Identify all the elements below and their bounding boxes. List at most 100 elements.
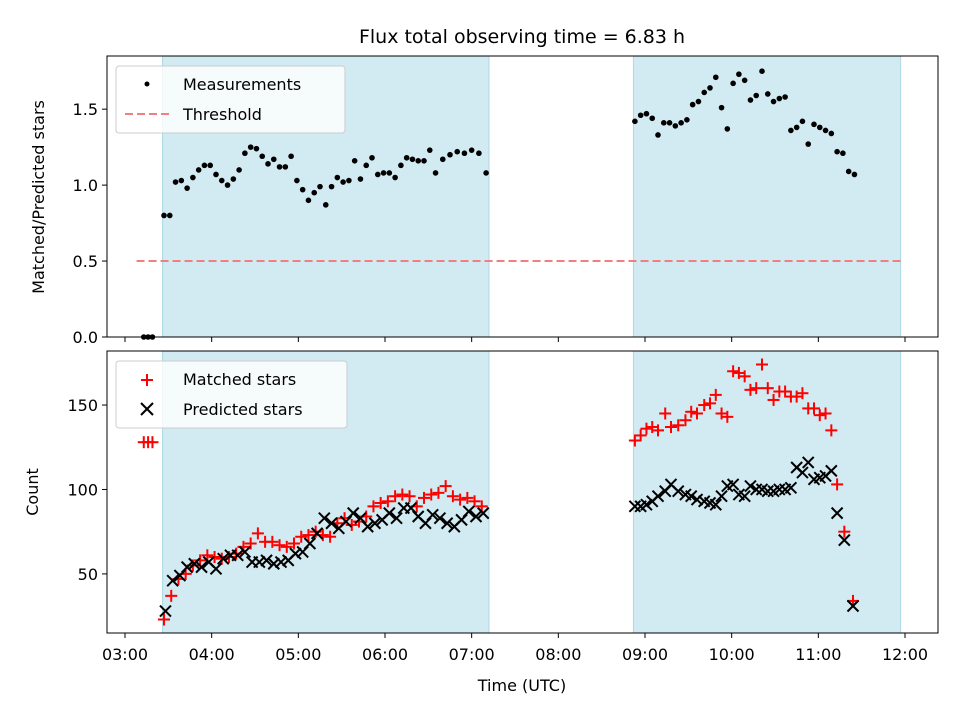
measurement-point (363, 162, 370, 169)
measurement-point (655, 132, 661, 138)
matched-star-point (461, 491, 474, 504)
measurement-point (660, 120, 667, 126)
x-axis-label: Time (UTC) (477, 676, 566, 695)
predicted-star-point (628, 500, 642, 513)
predicted-star-point (318, 511, 331, 525)
matched-star-point (324, 530, 337, 543)
bottom-legend: Matched stars Predicted stars (115, 360, 348, 429)
matched-star-point (679, 414, 692, 427)
matched-star-point (738, 370, 751, 383)
measurement-point (718, 104, 725, 111)
predicted-star-point (238, 545, 252, 559)
predicted-star-point (825, 464, 838, 478)
bottom-y-axis: 50 100 150 (67, 396, 107, 584)
matched-star-point (761, 382, 774, 395)
matched-star-point (704, 397, 716, 410)
predicted-star-point (231, 549, 244, 562)
measurement-point (816, 124, 823, 131)
measurement-point (421, 158, 427, 164)
legend-measurements-label: Measurements (183, 75, 301, 94)
matched-star-point (628, 434, 641, 447)
measurement-point (834, 148, 840, 155)
top-legend-box (115, 65, 346, 134)
matched-star-point (396, 488, 409, 501)
predicted-star-point (838, 533, 851, 547)
predicted-star-point (166, 574, 179, 587)
measurement-point (288, 153, 294, 160)
y-tick-label: 0.0 (73, 328, 98, 347)
legend-threshold-label: Threshold (182, 105, 262, 124)
measurement-point (305, 197, 312, 204)
measurement-point (259, 153, 266, 160)
predicted-star-point (253, 555, 266, 569)
predicted-star-point (744, 479, 757, 493)
x-tick-label: 12:00 (882, 645, 928, 664)
predicted-star-point (685, 490, 698, 503)
matched-star-point (685, 405, 698, 418)
measurement-point (328, 183, 335, 190)
matched-star-point (672, 419, 685, 432)
x-tick-label: 03:00 (102, 645, 148, 664)
measurement-point (666, 120, 673, 126)
measurement-point (270, 156, 277, 163)
measurement-point (476, 150, 482, 157)
matched-star-point (796, 387, 809, 400)
measurement-point (637, 112, 644, 119)
measurement-point (184, 185, 190, 191)
measurement-point (380, 170, 387, 176)
matched-star-point (295, 530, 308, 543)
predicted-star-point (195, 560, 208, 574)
y-tick-label: 1.5 (73, 100, 98, 119)
matched-star-point (280, 540, 293, 553)
measurement-point (828, 130, 835, 137)
measurement-point (643, 110, 650, 117)
measurement-point (276, 164, 283, 170)
top-legend: Measurements Threshold (115, 65, 346, 134)
measurement-point (317, 183, 323, 190)
measurement-point (799, 118, 806, 125)
top-y-axis: 0.0 0.5 1.0 1.5 (73, 100, 107, 347)
measurement-point (822, 127, 829, 134)
matched-star-point (634, 429, 647, 442)
matched-star-point (808, 402, 820, 415)
predicted-star-point (361, 520, 374, 533)
predicted-star-point (274, 555, 288, 569)
matched-star-point (389, 490, 402, 503)
predicted-star-point (209, 562, 223, 576)
matched-star-point (750, 382, 763, 395)
matched-star-point (691, 407, 703, 420)
chart-title: Flux total observing time = 6.83 h (359, 26, 685, 48)
matched-star-point (727, 365, 740, 378)
legend-measurements-marker (144, 81, 150, 87)
measurement-point (386, 170, 393, 176)
measurement-point (282, 164, 289, 170)
measurement-point (299, 186, 306, 193)
legend-matched-marker (141, 374, 153, 386)
measurement-point (701, 89, 708, 96)
predicted-star-point (750, 483, 763, 496)
matched-star-point (468, 495, 481, 508)
matched-star-point (665, 420, 677, 433)
predicted-star-point (217, 552, 230, 565)
measurement-point (439, 156, 446, 163)
predicted-star-point (640, 498, 653, 511)
x-tick-label: 05:00 (275, 645, 321, 664)
measurement-point (461, 150, 468, 157)
matched-star-point (698, 399, 711, 412)
matched-star-point (439, 480, 452, 493)
measurement-point (736, 71, 742, 78)
matched-star-point (652, 424, 664, 437)
measurement-point (684, 116, 690, 123)
measurement-point (672, 123, 679, 129)
predicted-star-point (368, 517, 382, 530)
matched-star-point (446, 490, 459, 503)
predicted-star-point (347, 506, 360, 520)
predicted-star-point (830, 506, 844, 520)
x-tick-label: 08:00 (535, 645, 581, 664)
x-tick-label: 11:00 (795, 645, 841, 664)
measurement-point (649, 115, 656, 122)
matched-star-point (825, 424, 838, 437)
measurement-point (247, 144, 254, 150)
bottom-legend-box (115, 360, 348, 429)
matched-star-point (838, 525, 851, 538)
